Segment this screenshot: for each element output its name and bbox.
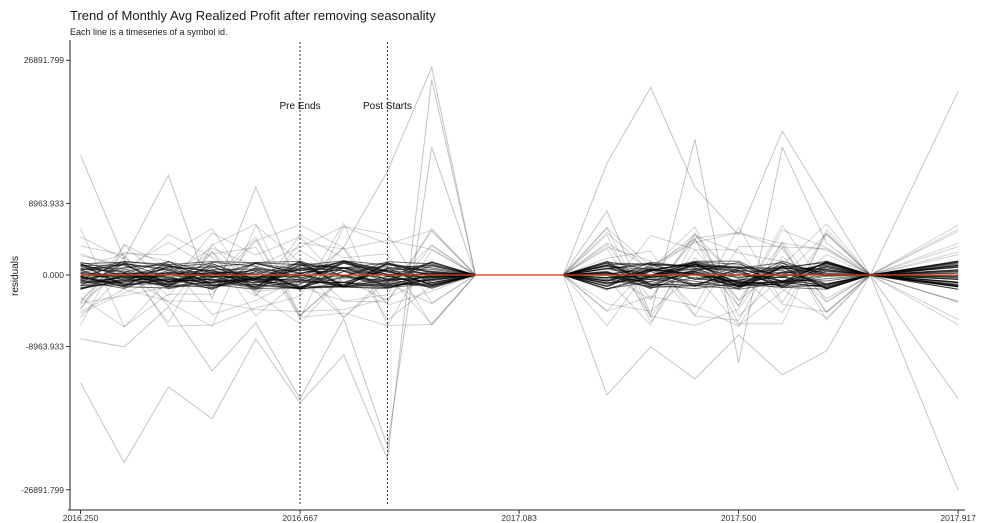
- bundle-a-line-45: [80, 245, 476, 321]
- bundle-b-line-47: [562, 227, 959, 325]
- bundle-a-line-43: [80, 233, 476, 302]
- bundle-a-line-49: [80, 243, 476, 319]
- bundle-b-line-39: [563, 263, 959, 286]
- axes: 26891.799 8963.933 0.000 -8963.933 -26891.79…: [21, 40, 976, 523]
- bundle-b-line-59: [563, 229, 959, 308]
- vertical-markers: Pre Ends Post Starts: [279, 42, 412, 505]
- bundle-a-line-54: [80, 227, 476, 327]
- bundle-b-line-57: [563, 234, 959, 303]
- bundle-b-line-37: [563, 261, 959, 288]
- bundle-b-line-43: [563, 225, 959, 320]
- bundle-a-line-59: [80, 223, 476, 324]
- x-tick-label-4: 2017.500: [721, 513, 757, 523]
- bundle-a-line-42: [80, 265, 476, 287]
- series-lines: [80, 65, 959, 491]
- bundle-b-line-54: [562, 242, 959, 327]
- x-tick-label-3: 2017.083: [501, 513, 537, 523]
- bundle-b-line-49: [563, 230, 959, 301]
- bundle-b-line-53: [562, 228, 959, 321]
- bundle-b-line-50: [562, 226, 959, 319]
- y-axis-title: residuals: [10, 256, 21, 296]
- bundle-a-line-47: [80, 225, 476, 326]
- bundle-a-line-53: [80, 262, 476, 325]
- bundle-b-line-46: [562, 223, 959, 302]
- series-line-5: [562, 273, 959, 491]
- bundle-b-line-58: [563, 245, 959, 317]
- bundle-a-line-56: [80, 230, 476, 310]
- bundle-a-line-23: [80, 261, 476, 290]
- bundle-a-line-55: [80, 225, 476, 314]
- series-line-1: [80, 65, 476, 301]
- bundle-a-line-44: [80, 236, 476, 317]
- y-tick-label-4: -8963.933: [26, 342, 65, 352]
- y-tick-label-1: 26891.799: [24, 55, 64, 65]
- bundle-a-line-58: [80, 239, 476, 297]
- x-tick-label-1: 2016.250: [63, 513, 99, 523]
- bundle-b-line-48: [563, 246, 959, 326]
- bundle-a-line-51: [80, 238, 476, 327]
- bundle-b-line-36: [563, 268, 959, 290]
- y-tick-label-5: -26891.799: [21, 485, 64, 495]
- bundle-b-line-55: [563, 224, 959, 317]
- bundle-b-line-51: [563, 233, 959, 319]
- bundle-b-line-42: [563, 262, 959, 290]
- bundle-a-line-50: [80, 224, 476, 328]
- series-line-4: [562, 86, 959, 277]
- series-line-3: [80, 147, 476, 447]
- bundle-a-line-52: [80, 222, 476, 327]
- bundle-a-line-60: [80, 274, 476, 313]
- bundle-a-line-39: [80, 262, 476, 290]
- bundle-a-line-32: [80, 265, 476, 287]
- x-tick-label-2: 2016.667: [282, 513, 318, 523]
- y-tick-label-3: 0.000: [43, 270, 65, 280]
- x-tick-label-5: 2017.917: [940, 513, 976, 523]
- bundle-b-line-56: [563, 231, 959, 326]
- bundle-b-line-45: [562, 224, 959, 323]
- bundle-b-line-52: [562, 232, 959, 327]
- series-line-6: [562, 139, 959, 400]
- bundle-a-line-48: [80, 232, 476, 304]
- bundle-a-line-38: [80, 260, 476, 290]
- bundle-a-line-41: [80, 261, 476, 289]
- bundle-b-line-44: [563, 254, 959, 327]
- bundle-b-line-33: [563, 261, 959, 285]
- bundle-b-line-29: [563, 261, 959, 290]
- chart-title: Trend of Monthly Avg Realized Profit aft…: [70, 8, 436, 23]
- vline-label-1: Pre Ends: [279, 101, 320, 112]
- y-tick-label-2: 8963.933: [29, 198, 65, 208]
- bundle-a-line-57: [80, 224, 476, 328]
- vline-label-2: Post Starts: [363, 101, 412, 112]
- chart-subtitle: Each line is a timeseries of a symbol id…: [70, 27, 228, 37]
